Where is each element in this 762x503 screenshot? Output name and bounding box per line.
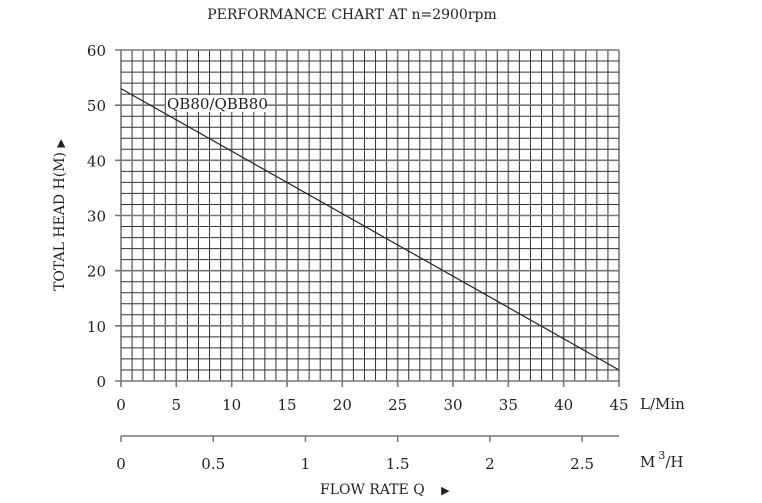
y-tick-label: 30 bbox=[87, 208, 106, 226]
x-tick-label: 40 bbox=[554, 396, 573, 414]
x-tick-label: 0 bbox=[116, 396, 126, 414]
y-tick-label: 10 bbox=[87, 318, 106, 336]
marks: 0 5 10 15 20 25 30 35 40 45 0 10 20 30 40 50 60 0 0.5 1 1.5 2… bbox=[87, 42, 629, 473]
x-tick-label: 35 bbox=[499, 396, 518, 414]
x-tick-label: 25 bbox=[388, 396, 407, 414]
x-tick-label: 15 bbox=[277, 396, 296, 414]
x-tick-label: 5 bbox=[172, 396, 182, 414]
x-unit-label: L/Min bbox=[640, 395, 685, 413]
y-tick-label: 20 bbox=[87, 263, 106, 281]
x2-tick-label: 0 bbox=[116, 455, 126, 473]
y-axis-label: TOTAL HEAD H(M) ▶ bbox=[52, 139, 68, 291]
chart-title: PERFORMANCE CHART AT n=2900rpm bbox=[207, 7, 497, 23]
x-tick-label: 20 bbox=[333, 396, 352, 414]
x2-tick-label: 1.5 bbox=[386, 455, 410, 473]
y-tick-label: 50 bbox=[87, 97, 106, 115]
series-line bbox=[120, 88, 620, 371]
x-tick-label: 10 bbox=[222, 396, 241, 414]
y-tick-label: 0 bbox=[96, 373, 106, 391]
series-label: QB80/QBB80 bbox=[167, 95, 268, 113]
x2-tick-label: 1 bbox=[301, 455, 311, 473]
x-tick-label: 45 bbox=[609, 396, 628, 414]
x2-tick-label: 0.5 bbox=[201, 455, 225, 473]
y-tick-label: 60 bbox=[87, 42, 106, 60]
x2-tick-label: 2 bbox=[485, 455, 495, 473]
x-axis-label: FLOW RATE Q ▶ bbox=[320, 482, 450, 498]
x2-unit-label: M 3/H bbox=[640, 449, 684, 471]
y-tick-label: 40 bbox=[87, 152, 106, 170]
x2-tick-label: 2.5 bbox=[570, 455, 594, 473]
series-label-background bbox=[166, 95, 266, 112]
x-tick-label: 30 bbox=[443, 396, 462, 414]
